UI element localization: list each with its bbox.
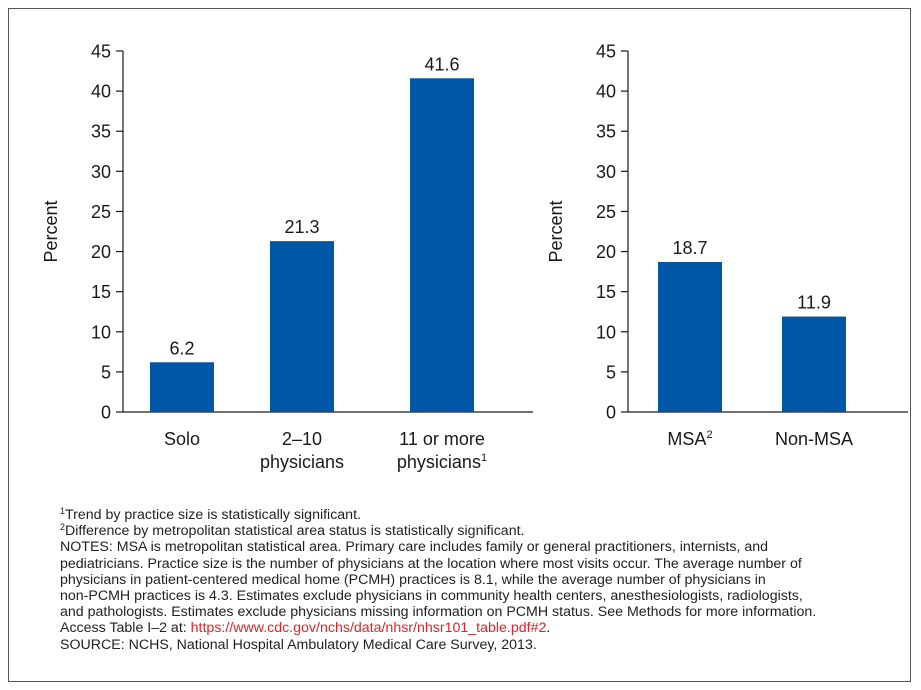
category-superscript: 2 xyxy=(706,429,712,441)
y-tick-label: 15 xyxy=(91,282,111,302)
footnote-2-text: Difference by metropolitan statistical a… xyxy=(65,523,525,540)
y-tick-label: 0 xyxy=(101,403,111,423)
bar-value-label: 18.7 xyxy=(672,238,707,258)
y-tick-label: 40 xyxy=(596,82,616,102)
category-label-line-1: 2–10 xyxy=(282,429,322,449)
category-label-line-1: Non-MSA xyxy=(775,429,853,449)
category-label: Non-MSA xyxy=(775,429,853,449)
table-link[interactable]: https://www.cdc.gov/nchs/data/nhsr/nhsr1… xyxy=(190,620,547,637)
category-superscript: 1 xyxy=(481,452,487,464)
y-tick-label: 20 xyxy=(596,242,616,262)
y-tick-label: 45 xyxy=(596,42,616,62)
notes-line-1: NOTES: MSA is metropolitan statistical a… xyxy=(60,539,769,556)
y-tick-label: 5 xyxy=(101,362,111,382)
y-axis-label: Percent xyxy=(546,200,566,262)
category-label-line-1: Solo xyxy=(164,429,200,449)
bar xyxy=(410,78,474,412)
y-tick-label: 10 xyxy=(91,322,111,342)
y-tick-label: 35 xyxy=(596,122,616,142)
notes-line-4: non-PCMH practices is 4.3. Estimates exc… xyxy=(60,588,803,605)
bar xyxy=(782,316,846,412)
y-tick-label: 0 xyxy=(606,403,616,423)
category-label: MSA2 xyxy=(667,429,712,449)
y-tick-label: 5 xyxy=(606,362,616,382)
y-tick-label: 25 xyxy=(596,202,616,222)
category-label-line-2: physicians xyxy=(260,452,344,472)
y-tick-label: 40 xyxy=(91,82,111,102)
category-label: 11 or more physicians1 xyxy=(397,429,487,472)
category-label: 2–10 physicians xyxy=(260,429,344,472)
category-label-line-1: 11 or more xyxy=(399,429,485,449)
bar-value-label: 6.2 xyxy=(169,338,194,358)
figure-notes: 1Trend by practice size is statistically… xyxy=(60,507,910,653)
category-label: Solo xyxy=(164,429,200,449)
footnote-2: 2Difference by metropolitan statistical … xyxy=(60,522,910,540)
notes-line-3: physicians in patient-centered medical h… xyxy=(60,571,766,588)
figure-frame xyxy=(8,8,911,682)
footnote-1: 1Trend by practice size is statistically… xyxy=(60,506,910,524)
chart-2: 0 5 10 15 20 25 30 35 40 45 Percent 18.7 MSA2 11.9 Non… xyxy=(546,42,908,449)
access-prefix: Access Table I–2 at: xyxy=(60,620,191,637)
source-line: SOURCE: NCHS, National Hospital Ambulato… xyxy=(60,636,537,653)
notes-line-2: pediatricians. Practice size is the numb… xyxy=(60,555,802,572)
bar-value-label: 11.9 xyxy=(797,293,831,313)
y-tick-label: 35 xyxy=(91,122,111,142)
y-tick-label: 25 xyxy=(91,202,111,222)
y-tick-label: 45 xyxy=(91,42,111,62)
bar xyxy=(150,362,214,412)
access-suffix: . xyxy=(546,620,551,637)
y-tick-label: 15 xyxy=(596,282,616,302)
y-tick-label: 20 xyxy=(91,242,111,262)
bar-value-label: 41.6 xyxy=(424,54,459,74)
y-tick-label: 30 xyxy=(596,162,616,182)
access-line: Access Table I–2 at: https://www.cdc.gov… xyxy=(60,620,910,636)
bar-charts: 051015202530354045Percent6.2Solo21.32–10… xyxy=(41,42,908,472)
y-axis-label: Percent xyxy=(41,200,61,262)
footnote-1-text: Trend by practice size is statistically … xyxy=(65,507,361,523)
bar-value-label: 21.3 xyxy=(284,217,319,237)
chart-1: 0 5 10 15 20 25 30 35 40 45 Percent 6.2 Solo 21.3 2–10… xyxy=(41,42,533,472)
footnote-2-marker: 2 xyxy=(60,522,66,533)
bar xyxy=(658,261,722,412)
category-label-line-1: MSA2 xyxy=(667,429,712,449)
bar xyxy=(270,241,334,412)
y-tick-label: 30 xyxy=(91,162,111,182)
category-label-line-2: physicians1 xyxy=(397,452,487,472)
footnote-1-marker: 1 xyxy=(60,506,66,516)
notes-line-5: and pathologists. Estimates exclude phys… xyxy=(60,604,817,621)
y-tick-label: 10 xyxy=(596,322,616,342)
